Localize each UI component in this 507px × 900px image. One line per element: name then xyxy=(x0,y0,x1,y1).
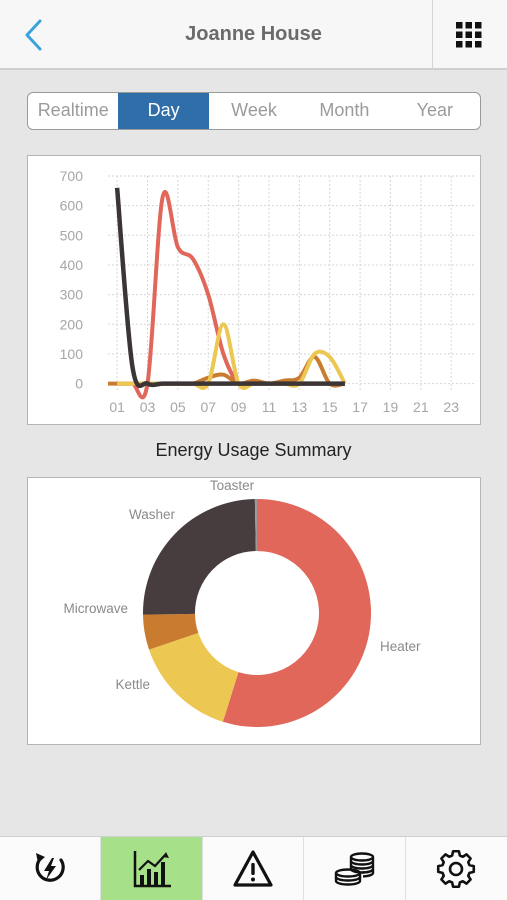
pie-label-washer: Washer xyxy=(129,507,176,522)
header-bar: Joanne House xyxy=(0,0,507,70)
pie-label-kettle: Kettle xyxy=(115,677,150,692)
series-line-0 xyxy=(114,187,345,389)
warning-icon xyxy=(233,849,273,887)
summary-title: Energy Usage Summary xyxy=(155,440,352,460)
grid-menu-button[interactable] xyxy=(432,0,507,68)
x-tick-label: 01 xyxy=(109,399,125,415)
tab-settings[interactable] xyxy=(406,837,507,900)
tab-week[interactable]: Week xyxy=(231,100,277,120)
x-tick-label: 11 xyxy=(262,399,277,415)
y-tick-label: 600 xyxy=(60,198,84,214)
x-tick-label: 15 xyxy=(322,399,338,415)
gear-icon xyxy=(437,849,476,888)
x-tick-label: 21 xyxy=(413,399,429,415)
tab-alerts[interactable] xyxy=(203,837,305,900)
coins-icon xyxy=(335,851,375,886)
tab-costs[interactable] xyxy=(304,837,406,900)
pie-slice-toaster xyxy=(254,499,257,552)
y-tick-label: 400 xyxy=(60,257,84,273)
y-tick-label: 500 xyxy=(60,227,84,243)
bottom-tab-bar xyxy=(0,836,507,900)
x-tick-label: 23 xyxy=(443,399,459,415)
pie-chart-card: Heater Kettle Microwave Washer Toaster xyxy=(27,477,481,745)
pie-slice-heater xyxy=(222,499,371,727)
tab-power[interactable] xyxy=(0,837,102,900)
tab-month[interactable]: Month xyxy=(319,100,370,120)
x-tick-label: 19 xyxy=(383,399,399,415)
x-tick-label: 07 xyxy=(200,399,216,415)
pie-slice-microwave xyxy=(143,613,199,650)
back-button[interactable] xyxy=(18,18,52,52)
chart-icon xyxy=(133,850,171,887)
x-tick-label: 03 xyxy=(140,399,156,415)
x-tick-label: 05 xyxy=(170,399,186,415)
x-tick-label: 13 xyxy=(292,399,308,415)
y-tick-label: 0 xyxy=(75,376,83,392)
tab-year[interactable]: Year xyxy=(416,100,454,120)
series-line-1 xyxy=(117,190,345,400)
line-chart-card: 0 100 200 300 400 500 600 700 01 03 05 07 09 11 13 15 17… xyxy=(27,155,481,425)
pie-slice-kettle xyxy=(149,632,239,722)
chevron-left-icon xyxy=(25,19,42,51)
tab-day[interactable]: Day xyxy=(118,93,209,129)
pie-label-toaster: Toaster xyxy=(210,478,255,493)
donut-chart: Heater Kettle Microwave Washer Toaster xyxy=(63,478,421,727)
period-selector: Realtime Day Week Month Year xyxy=(27,92,481,130)
power-icon xyxy=(35,852,65,882)
x-tick-label: 09 xyxy=(231,399,247,415)
pie-slice-washer xyxy=(143,499,256,615)
grid-icon xyxy=(456,22,482,48)
y-tick-label: 300 xyxy=(60,287,84,303)
y-tick-label: 700 xyxy=(60,168,84,184)
pie-label-heater: Heater xyxy=(380,639,421,654)
tab-chart[interactable] xyxy=(101,837,203,900)
y-tick-label: 200 xyxy=(60,316,84,332)
line-chart: 0 100 200 300 400 500 600 700 01 03 05 07 09 11 13 15 17… xyxy=(60,168,474,415)
x-tick-label: 17 xyxy=(352,399,368,415)
page-title: Joanne House xyxy=(185,23,322,45)
y-tick-label: 100 xyxy=(60,346,84,362)
tab-realtime[interactable]: Realtime xyxy=(37,100,109,120)
pie-label-microwave: Microwave xyxy=(63,601,128,616)
